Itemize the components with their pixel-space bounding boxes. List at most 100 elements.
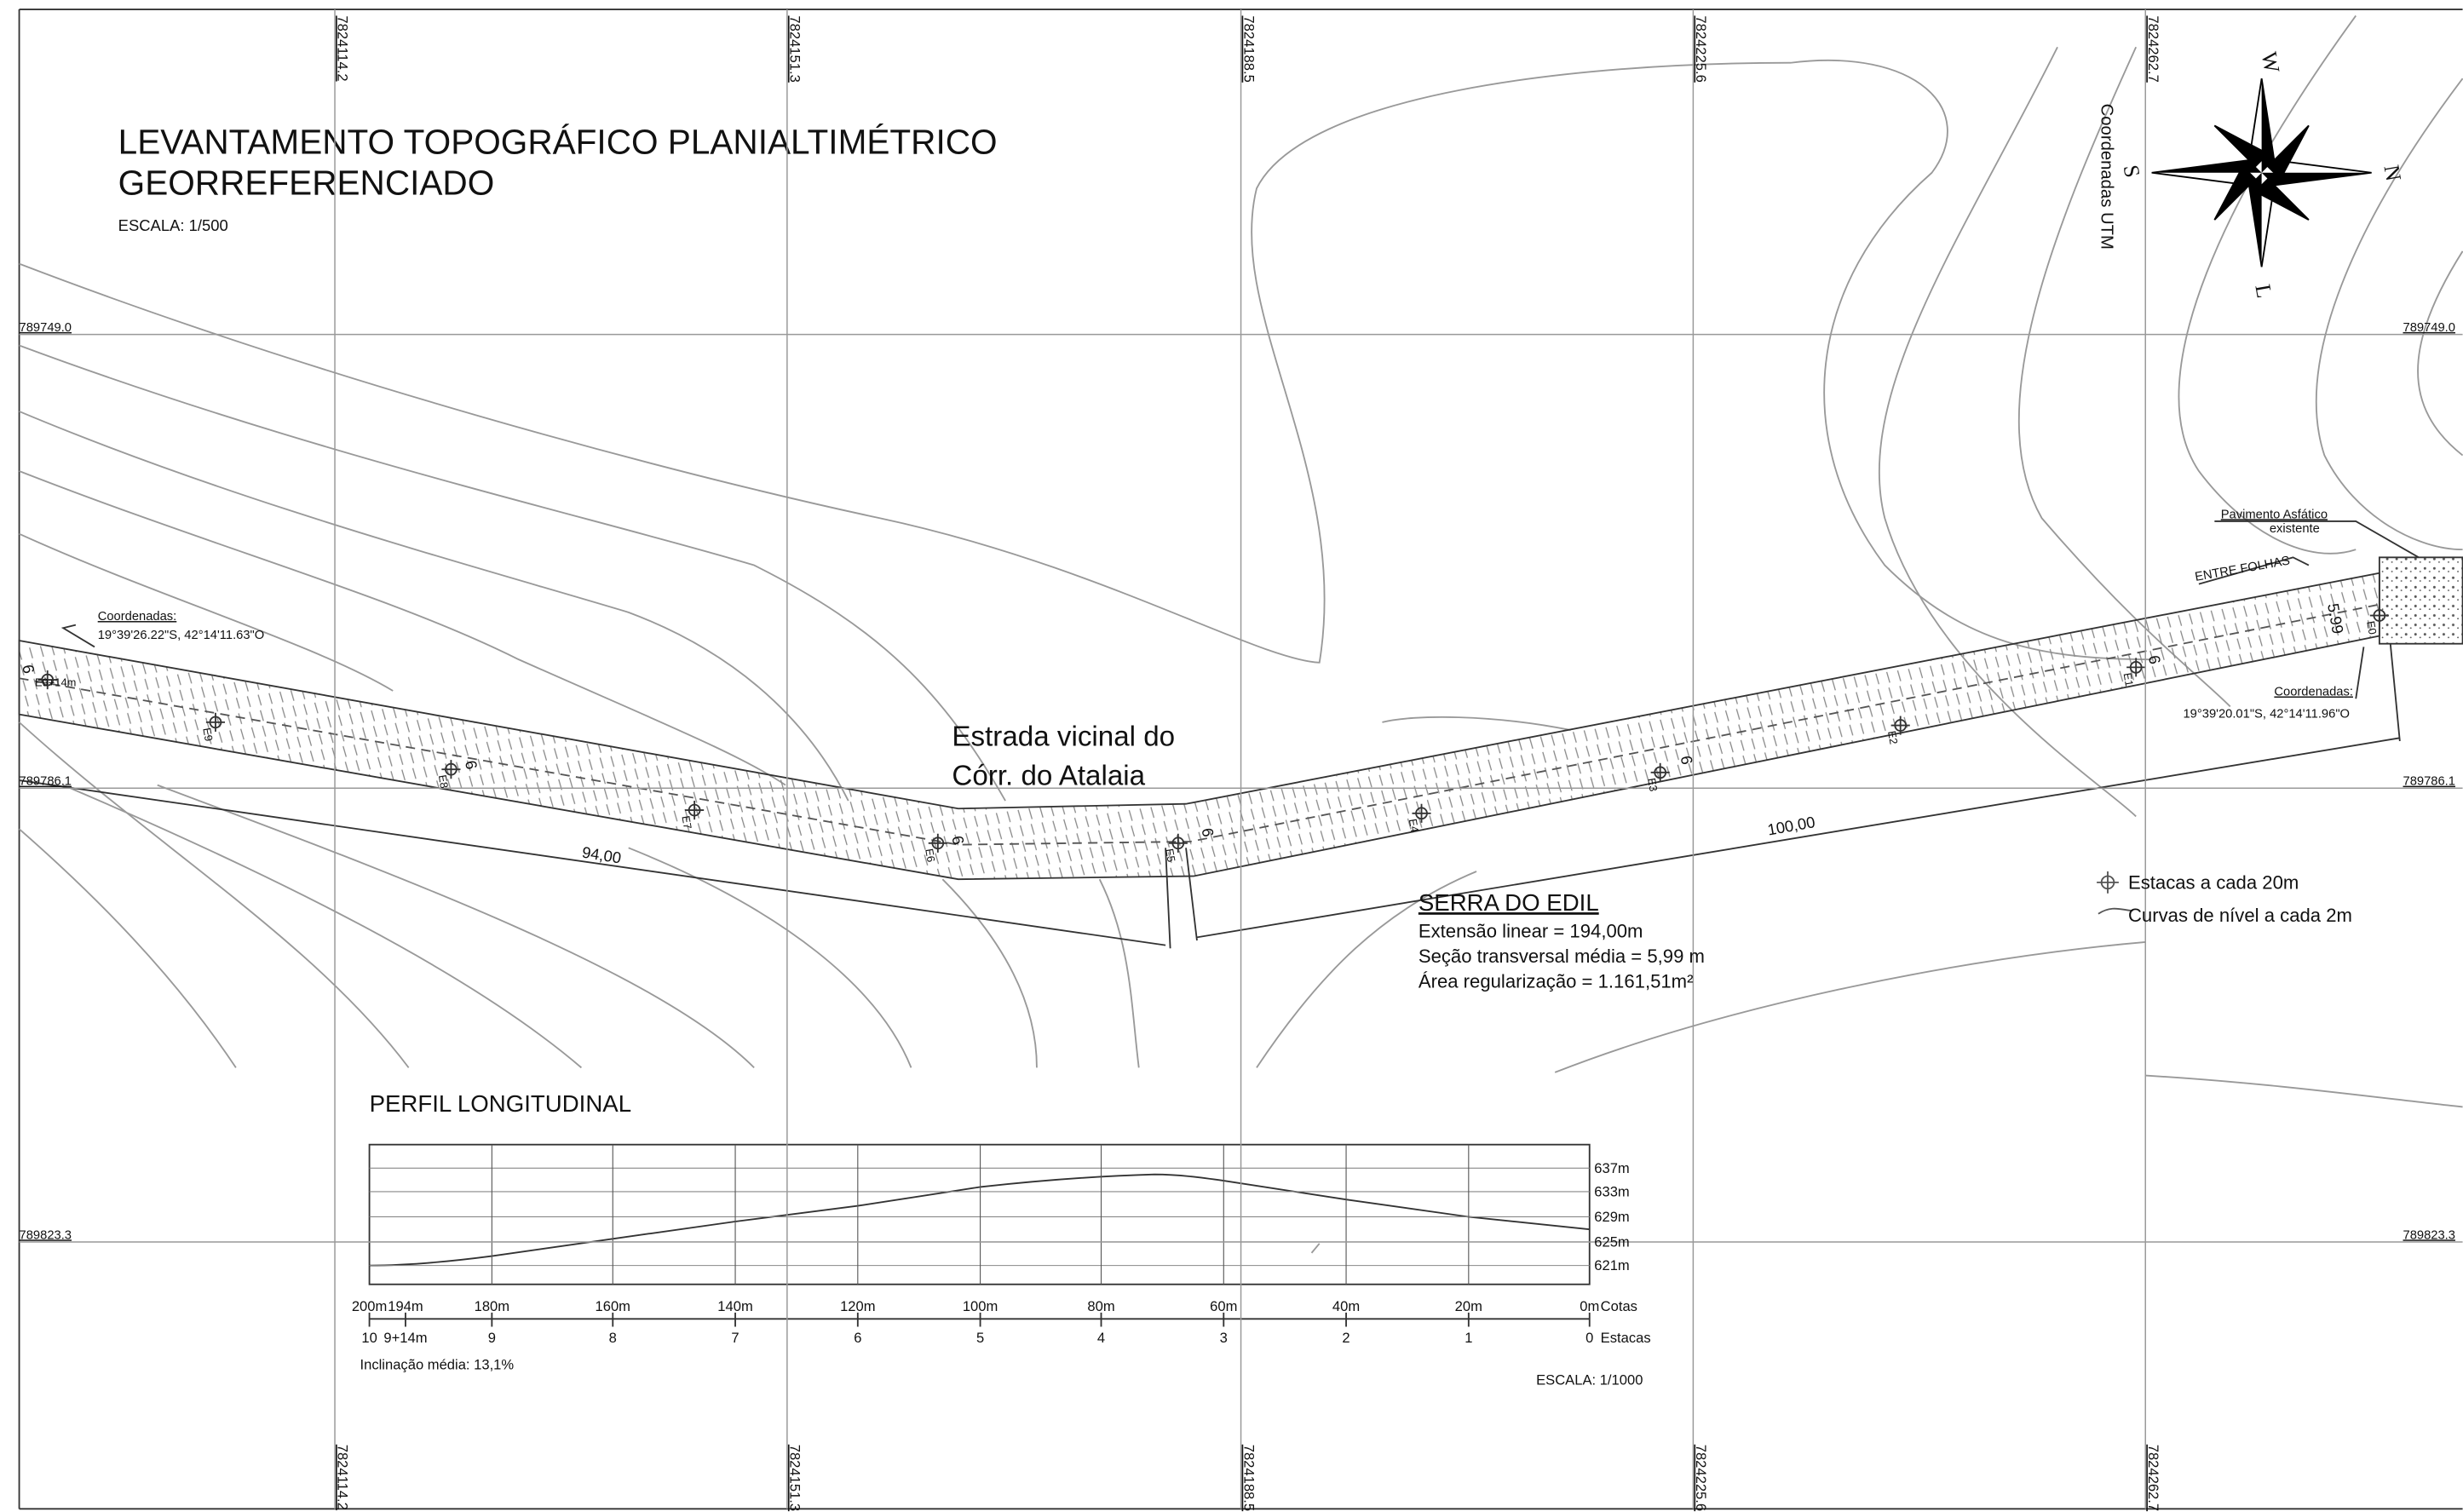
station-label: E6 — [923, 848, 938, 863]
easting-label: 7824114.2 — [335, 15, 351, 81]
distance-label: 160m — [596, 1298, 630, 1314]
distance-label: 0m — [1580, 1298, 1599, 1314]
distance-label: 20m — [1455, 1298, 1482, 1314]
title: GEORREFERENCIADO — [118, 164, 495, 203]
compass-caption: Coordenadas UTM — [2098, 104, 2116, 250]
distance-label: 100m — [963, 1298, 998, 1314]
compass-star — [2213, 124, 2270, 168]
station-label: E9 — [200, 727, 216, 742]
road-name: Estrada vicinal do — [952, 722, 1175, 753]
elevation-label: 633m — [1594, 1184, 1629, 1200]
station-number: 1 — [1465, 1330, 1472, 1346]
distance-label: 200m — [352, 1298, 387, 1314]
distance-label: 80m — [1087, 1298, 1114, 1314]
contour — [2417, 250, 2463, 457]
profile-scale: ESCALA: 1/1000 — [1536, 1372, 1643, 1388]
station-label: E9+14m — [35, 676, 76, 688]
easting-label: 7824114.2 — [335, 1445, 351, 1510]
info-line: Extensão linear = 194,00m — [1419, 920, 1643, 941]
compass-star — [2151, 160, 2262, 173]
contour — [19, 59, 2152, 664]
info-line: Seção transversal média = 5,99 m — [1419, 946, 1705, 967]
compass-label: W — [2257, 50, 2285, 76]
easting-label: 7824225.6 — [1693, 1445, 1709, 1511]
width-label: 6 — [1677, 754, 1696, 766]
distance-label: 120m — [840, 1298, 875, 1314]
northing-label: 789749.0 — [2403, 321, 2455, 335]
easting-label: 7824151.3 — [787, 15, 803, 82]
northing-label: 789786.1 — [2403, 775, 2455, 789]
coord-value: 19°39'20.01"S, 42°14'11.96"O — [2183, 707, 2350, 721]
stations — [37, 606, 2389, 853]
station-number: 6 — [854, 1330, 861, 1346]
compass-label: N — [2379, 163, 2406, 183]
contour — [18, 722, 410, 1068]
contour — [19, 470, 786, 786]
station-label: E3 — [1645, 777, 1660, 792]
profile — [368, 1143, 1591, 1327]
dimension-line — [1185, 848, 1198, 941]
contour — [2315, 78, 2463, 551]
easting-label: 7824262.7 — [2145, 15, 2161, 82]
distance-label: 40m — [1332, 1298, 1360, 1314]
contour — [1554, 941, 2146, 1073]
elevation-label: 625m — [1594, 1233, 1629, 1250]
compass-rose — [2151, 78, 2372, 267]
coord-label: Coordenadas: — [2274, 686, 2353, 699]
elevation-label: 629m — [1594, 1209, 1629, 1225]
compass-star — [2253, 177, 2310, 221]
compass-star — [2248, 172, 2262, 267]
caption: Cotas — [1601, 1298, 1637, 1314]
info-title: SERRA DO EDIL — [1419, 889, 1599, 916]
contour — [1382, 716, 1571, 731]
width-label: 6 — [2145, 654, 2164, 666]
station-label: E1 — [2121, 672, 2136, 687]
station-number: 7 — [731, 1330, 739, 1346]
width-label: 6 — [462, 759, 481, 771]
contour — [19, 532, 394, 692]
coord-label: Coordenadas: — [98, 610, 177, 624]
width-label: 6 — [19, 664, 37, 676]
station-label: E0 — [2364, 620, 2380, 635]
caption: Estacas — [1601, 1330, 1651, 1346]
contour — [19, 344, 1006, 802]
compass-star — [2213, 164, 2257, 221]
road-name: Córr. do Atalaia — [952, 761, 1145, 792]
contour — [1878, 46, 2137, 818]
northing-label: 789786.1 — [20, 775, 72, 789]
northing-label: 789823.3 — [2403, 1228, 2455, 1242]
contour — [2145, 1074, 2463, 1108]
road — [18, 520, 2463, 949]
station-number: 10 — [361, 1330, 377, 1346]
easting-label: 7824225.6 — [1693, 15, 1709, 82]
station-label: E4 — [1407, 818, 1422, 833]
compass-star — [2261, 172, 2372, 186]
station-number: 2 — [1342, 1330, 1349, 1346]
mark — [1310, 1243, 1321, 1254]
dimension-line — [1196, 737, 2400, 939]
contour — [628, 847, 912, 1068]
legend-label: Estacas a cada 20m — [2128, 871, 2299, 893]
distance-label: 180m — [475, 1298, 509, 1314]
asphalt-pavement — [2378, 556, 2463, 645]
leader — [2214, 520, 2420, 559]
station-label: E7 — [679, 814, 694, 830]
title: LEVANTAMENTO TOPOGRÁFICO PLANIALTIMÉTRIC… — [118, 123, 998, 162]
distance-label: 140m — [717, 1298, 752, 1314]
arrow — [2198, 556, 2310, 585]
pavement-label: existente — [2270, 522, 2320, 536]
leader — [60, 624, 95, 648]
distance-label: 194m — [388, 1298, 423, 1314]
compass-star — [2261, 78, 2275, 173]
contour — [62, 784, 583, 1069]
easting-label: 7824151.3 — [787, 1445, 803, 1511]
contour — [1098, 878, 1140, 1068]
station-label: E2 — [1885, 730, 1901, 745]
width-label: 6 — [948, 834, 967, 846]
scale: ESCALA: 1/500 — [118, 216, 228, 234]
contour — [1256, 871, 1477, 1068]
easting-label: 7824262.7 — [2145, 1445, 2161, 1511]
northing-label: 789749.0 — [20, 321, 72, 335]
dimension-line — [19, 779, 1166, 946]
